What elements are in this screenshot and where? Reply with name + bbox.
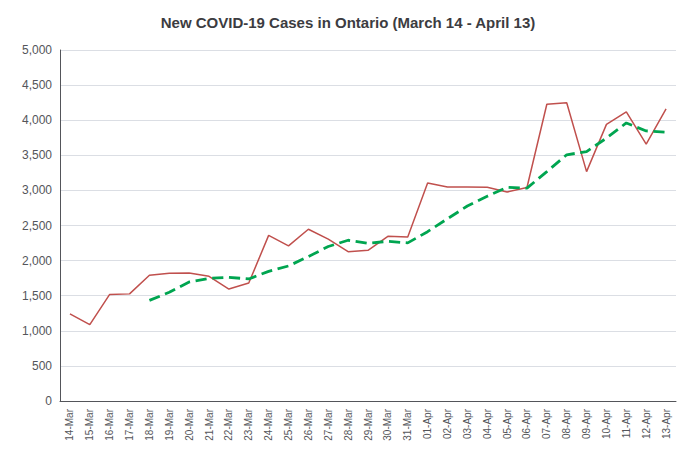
svg-text:02-Apr: 02-Apr	[442, 408, 453, 439]
svg-text:14-Mar: 14-Mar	[64, 408, 75, 440]
svg-text:18-Mar: 18-Mar	[144, 408, 155, 440]
svg-text:19-Mar: 19-Mar	[164, 408, 175, 440]
svg-text:5,000: 5,000	[22, 43, 52, 57]
svg-text:17-Mar: 17-Mar	[124, 408, 135, 440]
svg-text:04-Apr: 04-Apr	[482, 408, 493, 439]
svg-text:2,500: 2,500	[22, 219, 52, 233]
svg-text:01-Apr: 01-Apr	[422, 408, 433, 439]
svg-text:26-Mar: 26-Mar	[303, 408, 314, 440]
svg-text:2,000: 2,000	[22, 254, 52, 268]
svg-text:27-Mar: 27-Mar	[323, 408, 334, 440]
svg-text:0: 0	[45, 394, 52, 408]
svg-text:4,500: 4,500	[22, 78, 52, 92]
svg-text:20-Mar: 20-Mar	[184, 408, 195, 440]
svg-text:05-Apr: 05-Apr	[502, 408, 513, 439]
svg-text:10-Apr: 10-Apr	[601, 408, 612, 439]
svg-text:1,500: 1,500	[22, 289, 52, 303]
svg-text:12-Apr: 12-Apr	[641, 408, 652, 439]
svg-text:23-Mar: 23-Mar	[243, 408, 254, 440]
svg-text:08-Apr: 08-Apr	[561, 408, 572, 439]
svg-text:03-Apr: 03-Apr	[462, 408, 473, 439]
svg-text:28-Mar: 28-Mar	[343, 408, 354, 440]
svg-text:09-Apr: 09-Apr	[581, 408, 592, 439]
svg-text:29-Mar: 29-Mar	[363, 408, 374, 440]
svg-text:30-Mar: 30-Mar	[382, 408, 393, 440]
svg-text:06-Apr: 06-Apr	[521, 408, 532, 439]
svg-text:3,500: 3,500	[22, 148, 52, 162]
svg-text:11-Apr: 11-Apr	[621, 408, 632, 438]
svg-text:3,000: 3,000	[22, 183, 52, 197]
svg-text:16-Mar: 16-Mar	[104, 408, 115, 440]
svg-text:500: 500	[32, 359, 52, 373]
svg-text:07-Apr: 07-Apr	[541, 408, 552, 439]
svg-text:4,000: 4,000	[22, 113, 52, 127]
svg-text:24-Mar: 24-Mar	[263, 408, 274, 440]
svg-text:15-Mar: 15-Mar	[84, 408, 95, 440]
svg-text:25-Mar: 25-Mar	[283, 408, 294, 440]
svg-text:31-Mar: 31-Mar	[402, 408, 413, 440]
svg-text:New COVID-19 Cases in Ontario: New COVID-19 Cases in Ontario (March 14 …	[161, 14, 536, 31]
svg-text:22-Mar: 22-Mar	[223, 408, 234, 440]
svg-text:13-Apr: 13-Apr	[661, 408, 672, 439]
svg-text:1,000: 1,000	[22, 324, 52, 338]
svg-text:21-Mar: 21-Mar	[204, 408, 215, 440]
